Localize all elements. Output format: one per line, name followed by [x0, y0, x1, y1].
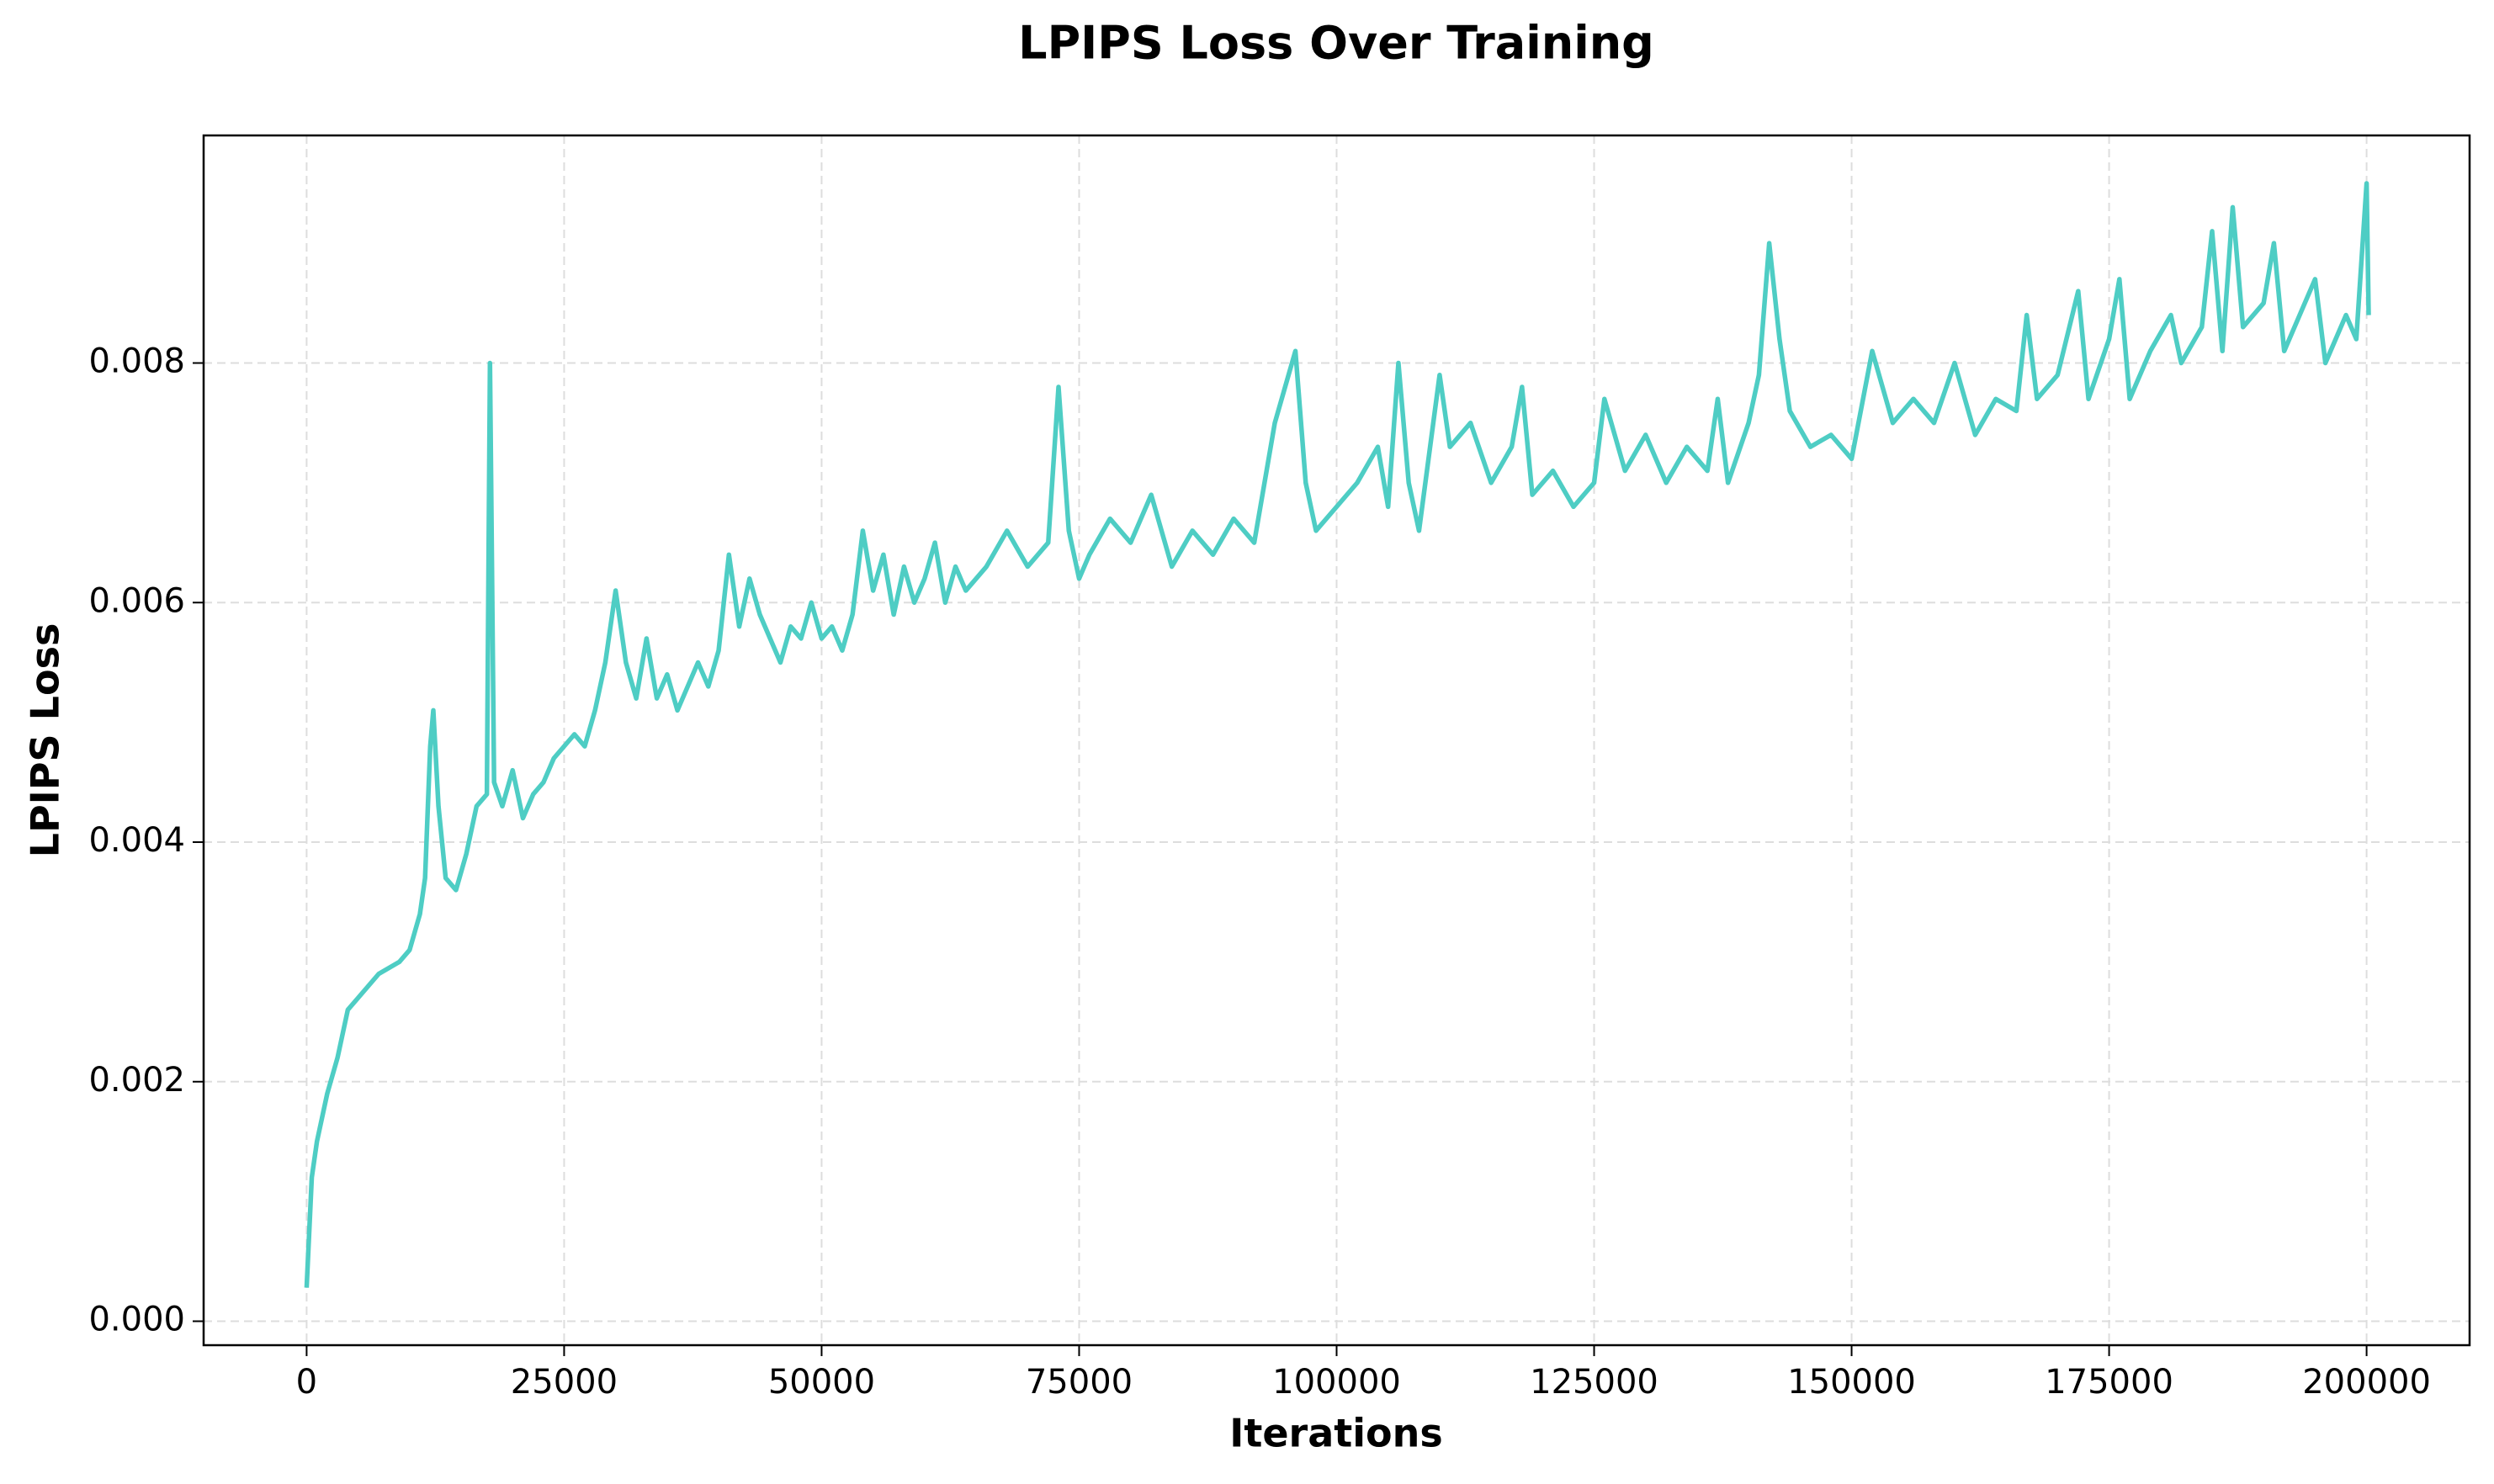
- x-tick-label: 125000: [1530, 1363, 1658, 1402]
- y-tick-label: 0.008: [88, 342, 185, 381]
- x-tick-label: 75000: [1026, 1363, 1133, 1402]
- x-tick-label: 150000: [1787, 1363, 1916, 1402]
- y-tick-label: 0.002: [88, 1061, 185, 1100]
- x-tick-label: 25000: [511, 1363, 618, 1402]
- x-tick-label: 175000: [2045, 1363, 2173, 1402]
- x-tick-label: 50000: [768, 1363, 875, 1402]
- y-tick-label: 0.006: [88, 581, 185, 620]
- x-tick-label: 100000: [1272, 1363, 1401, 1402]
- plot-frame: [202, 134, 2471, 1347]
- y-tick-label: 0.000: [88, 1301, 185, 1339]
- x-axis-label: Iterations: [1229, 1411, 1443, 1456]
- y-tick-label: 0.004: [88, 821, 185, 860]
- y-axis-label: LPIPS Loss: [23, 623, 68, 858]
- x-tick-label: 200000: [2302, 1363, 2431, 1402]
- x-tick-label: 0: [296, 1363, 317, 1402]
- chart-title: LPIPS Loss Over Training: [1018, 17, 1654, 70]
- data-line: [304, 181, 2371, 1288]
